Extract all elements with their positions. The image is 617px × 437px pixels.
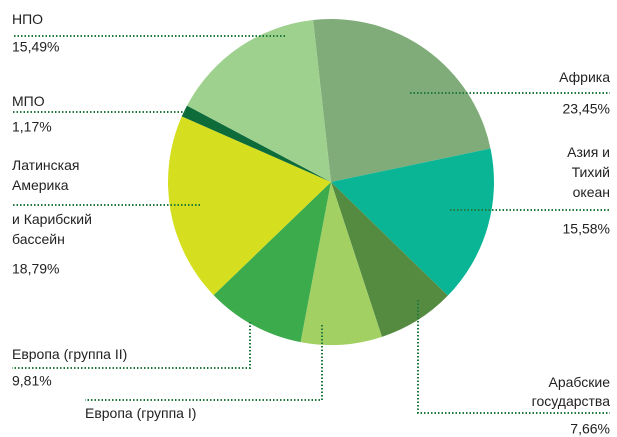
value-label: 7,66%: [570, 421, 610, 437]
value-label: 18,79%: [12, 261, 59, 277]
pie-slice: [331, 148, 494, 296]
leader-line: [417, 300, 610, 414]
value-label: 15,58%: [563, 221, 610, 237]
leader-line: [85, 325, 323, 401]
pie-slice: [168, 116, 331, 296]
slice-label: Азия и Тихий океан: [567, 144, 610, 200]
value-label: 9,81%: [12, 373, 52, 389]
leader-line: [12, 322, 251, 369]
value-label: 23,45%: [563, 101, 610, 117]
slice-label: Европа (группа I): [85, 405, 196, 421]
pie-slice: [186, 19, 331, 183]
pie-slice: [300, 182, 382, 345]
slice-label: МПО: [12, 93, 45, 109]
value-label: 1,17%: [12, 119, 52, 135]
pie-slice: [331, 182, 448, 337]
pie-slice: [213, 182, 331, 343]
slice-label: Арабские государства: [532, 374, 611, 409]
slice-label: Латинская Америка и Карибский бассейн: [12, 157, 92, 247]
slice-label: Африка: [559, 69, 610, 85]
pie-slice: [181, 105, 331, 182]
value-label: 15,49%: [12, 39, 59, 55]
pie-slice: [313, 18, 491, 182]
slice-label: Европа (группа II): [12, 346, 127, 362]
slice-label: НПО: [12, 11, 43, 27]
